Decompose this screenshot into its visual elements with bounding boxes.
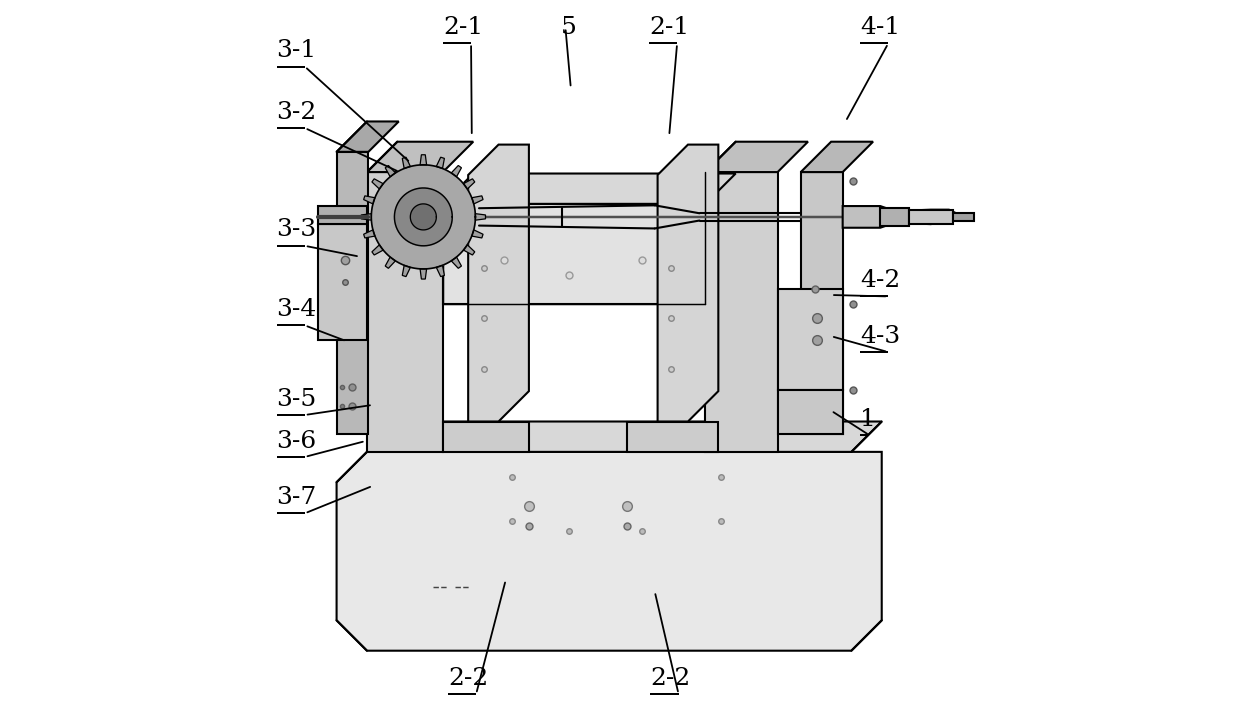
Text: 5: 5	[560, 16, 577, 39]
Polygon shape	[471, 196, 484, 204]
Polygon shape	[410, 204, 436, 230]
Polygon shape	[336, 121, 399, 152]
Polygon shape	[394, 188, 453, 246]
Text: 4-3: 4-3	[861, 325, 900, 348]
Polygon shape	[420, 155, 427, 165]
Polygon shape	[801, 142, 873, 172]
Polygon shape	[801, 172, 843, 434]
Polygon shape	[402, 157, 410, 168]
Text: 2-1: 2-1	[443, 16, 484, 39]
Polygon shape	[657, 145, 718, 422]
Polygon shape	[361, 213, 372, 221]
Text: 1: 1	[861, 408, 875, 431]
Polygon shape	[436, 265, 444, 277]
Polygon shape	[451, 257, 461, 268]
Polygon shape	[367, 422, 882, 452]
Polygon shape	[317, 206, 367, 224]
Polygon shape	[372, 245, 383, 255]
Polygon shape	[386, 257, 396, 268]
Polygon shape	[367, 172, 443, 452]
Text: 3-7: 3-7	[277, 486, 317, 509]
Text: 3-5: 3-5	[277, 388, 317, 411]
Text: 3-6: 3-6	[277, 429, 317, 453]
Polygon shape	[371, 165, 475, 269]
Polygon shape	[627, 422, 718, 452]
Polygon shape	[880, 208, 909, 226]
Polygon shape	[443, 174, 735, 204]
Text: 4-2: 4-2	[861, 269, 900, 292]
Polygon shape	[386, 166, 396, 177]
Polygon shape	[706, 142, 808, 172]
Text: 2-1: 2-1	[649, 16, 689, 39]
Polygon shape	[402, 265, 410, 277]
Polygon shape	[336, 452, 882, 651]
Polygon shape	[475, 213, 486, 221]
Polygon shape	[469, 145, 529, 422]
Text: 4-1: 4-1	[861, 16, 900, 39]
Text: 3-1: 3-1	[277, 39, 316, 62]
Polygon shape	[436, 157, 444, 168]
Polygon shape	[777, 289, 843, 390]
Polygon shape	[843, 206, 963, 228]
Polygon shape	[952, 213, 975, 221]
Polygon shape	[372, 179, 383, 189]
Text: 3-3: 3-3	[277, 218, 317, 241]
Polygon shape	[420, 269, 427, 279]
Polygon shape	[471, 230, 484, 238]
Text: 2-2: 2-2	[650, 667, 691, 690]
Text: 2-2: 2-2	[448, 667, 489, 690]
Polygon shape	[451, 166, 461, 177]
Polygon shape	[777, 390, 843, 434]
Polygon shape	[336, 152, 368, 434]
Polygon shape	[464, 245, 475, 255]
Polygon shape	[464, 179, 475, 189]
Polygon shape	[443, 422, 529, 452]
Polygon shape	[317, 224, 367, 340]
Polygon shape	[706, 172, 777, 452]
Polygon shape	[909, 210, 952, 224]
Polygon shape	[363, 196, 374, 204]
Text: 3-2: 3-2	[277, 100, 317, 124]
Polygon shape	[443, 204, 706, 304]
Polygon shape	[367, 142, 474, 172]
Text: 3-4: 3-4	[277, 298, 317, 321]
Polygon shape	[363, 230, 374, 238]
